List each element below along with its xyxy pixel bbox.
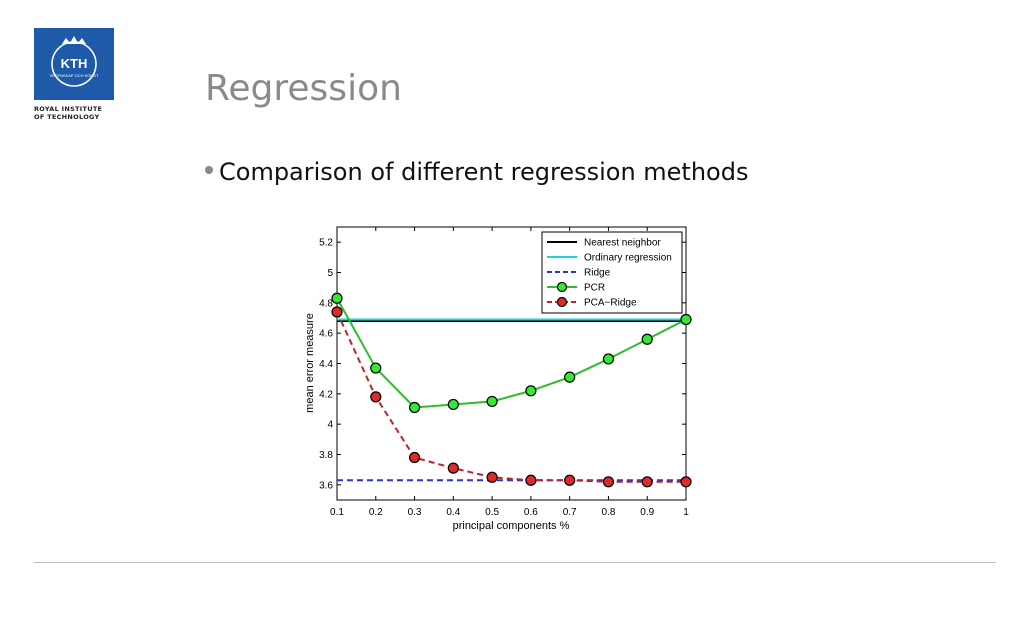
series-markers [331, 292, 692, 488]
data-point-pcr [370, 362, 382, 374]
page-title: Regression [205, 68, 402, 109]
kth-crest-icon: KTH VETENSKAP OCH KONST [50, 36, 99, 87]
kth-logo: KTH VETENSKAP OCH KONST [34, 28, 114, 100]
data-point-pca-ridge [447, 462, 459, 474]
y-tick-label: 3.8 [319, 450, 333, 461]
x-tick-label: 0.1 [330, 507, 344, 518]
x-tick-label: 0.8 [601, 507, 615, 518]
x-tick-label: 0.9 [640, 507, 654, 518]
logo-caption-line1: ROYAL INSTITUTE [34, 105, 103, 113]
logo-caption-line2: OF TECHNOLOGY [34, 113, 100, 121]
regression-chart: 0.1 0.2 0.3 0.4 0.5 0.6 0.7 0.8 0.9 1 3.6 3.8 4 4.2 4.… [304, 226, 692, 532]
y-axis-label: mean error measure [304, 313, 316, 413]
legend-label: Ridge [584, 268, 611, 279]
y-tick-label: 3.6 [319, 480, 333, 491]
data-point-pca-ridge [486, 471, 498, 483]
series-line-pcr [336, 297, 687, 409]
data-point-pca-ridge [641, 476, 653, 488]
bullet-item: Comparison of different regression metho… [205, 158, 748, 186]
bullet-icon [205, 166, 213, 174]
y-tick-label: 4.2 [319, 389, 333, 400]
data-point-pca-ridge [564, 474, 576, 486]
series-line-pca-ridge [336, 311, 686, 483]
footer-divider [34, 562, 996, 563]
data-point-pcr [408, 401, 421, 414]
data-point-pcr [331, 292, 343, 304]
data-point-pca-ridge [525, 474, 537, 486]
x-tick-label: 0.5 [485, 507, 499, 518]
y-tick-label: 5 [327, 268, 333, 279]
data-point-pca-ridge [680, 476, 692, 488]
data-point-pcr [602, 353, 615, 365]
x-tick-label: 0.6 [524, 507, 538, 518]
data-point-pcr [680, 313, 692, 326]
x-axis-label: principal components % [453, 520, 570, 532]
y-tick-label: 4.4 [319, 359, 333, 370]
x-tick-label: 0.2 [369, 507, 383, 518]
x-tick-label: 0.4 [446, 507, 460, 518]
data-point-pca-ridge [370, 391, 382, 403]
axis-ticks: 0.1 0.2 0.3 0.4 0.5 0.6 0.7 0.8 0.9 1 3.6 3.8 4 4.2 4.… [319, 227, 689, 518]
legend-label: Ordinary regression [584, 253, 672, 264]
data-point-pca-ridge [331, 306, 343, 318]
logo-text: KTH [61, 56, 88, 71]
legend-marker-pcr [556, 281, 568, 293]
y-tick-label: 4 [327, 420, 333, 431]
x-tick-label: 0.7 [563, 507, 577, 518]
logo-sub-text: VETENSKAP OCH KONST [50, 73, 99, 78]
data-point-pca-ridge [408, 451, 421, 464]
legend: Nearest neighbor Ordinary regression Ridge… [541, 231, 683, 314]
data-point-pca-ridge [602, 476, 615, 488]
y-tick-label: 4.6 [319, 329, 333, 340]
bullet-text: Comparison of different regression metho… [219, 158, 749, 186]
x-tick-label: 0.3 [408, 507, 422, 518]
data-point-pcr [641, 333, 653, 345]
x-tick-label: 1 [683, 507, 689, 518]
y-tick-label: 5.2 [319, 238, 333, 249]
legend-label: Nearest neighbor [584, 238, 661, 249]
y-tick-label: 4.8 [319, 298, 333, 309]
data-point-pcr [486, 395, 498, 408]
logo-caption: ROYAL INSTITUTE OF TECHNOLOGY [34, 105, 116, 121]
legend-label: PCR [584, 283, 605, 294]
data-point-pcr [564, 371, 576, 383]
legend-marker-pca-ridge [556, 296, 568, 308]
legend-label: PCA−Ridge [584, 298, 637, 309]
data-point-pcr [447, 398, 459, 411]
data-point-pcr [525, 385, 537, 397]
series-lines [336, 297, 687, 483]
